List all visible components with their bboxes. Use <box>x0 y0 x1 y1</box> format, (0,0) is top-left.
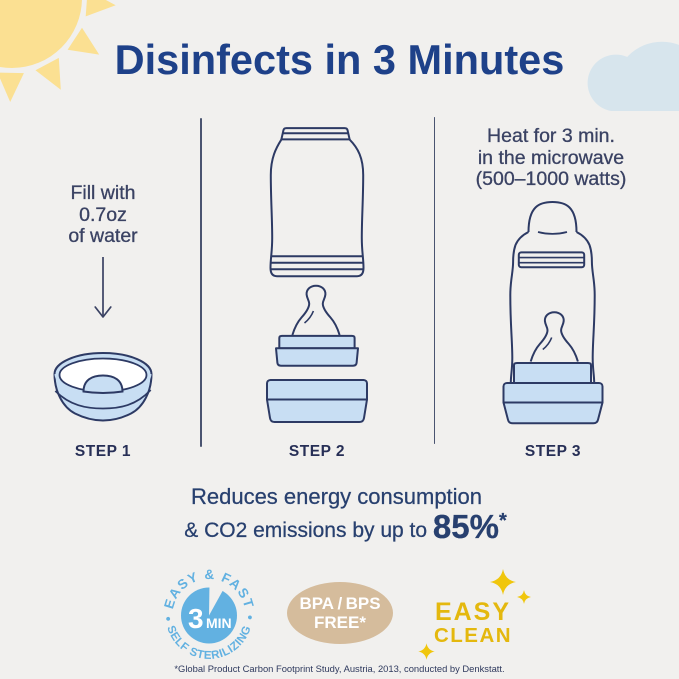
svg-text:3: 3 <box>188 603 204 634</box>
svg-text:MIN: MIN <box>206 615 232 631</box>
